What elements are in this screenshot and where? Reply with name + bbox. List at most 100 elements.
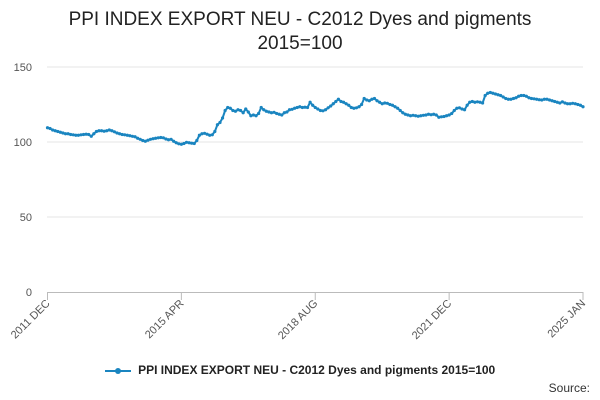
data-point[interactable] xyxy=(267,110,271,114)
data-point[interactable] xyxy=(192,141,196,146)
data-point[interactable] xyxy=(89,134,93,138)
data-point[interactable] xyxy=(380,102,384,106)
data-point[interactable] xyxy=(565,102,570,106)
data-point[interactable] xyxy=(411,113,415,117)
data-point[interactable] xyxy=(444,114,449,118)
data-point[interactable] xyxy=(71,133,75,137)
data-point[interactable] xyxy=(334,99,338,104)
data-point[interactable] xyxy=(519,93,523,98)
data-point[interactable] xyxy=(501,95,505,99)
data-point[interactable] xyxy=(125,133,129,137)
data-point[interactable] xyxy=(493,92,498,96)
data-point[interactable] xyxy=(388,102,392,107)
data-point[interactable] xyxy=(424,113,428,117)
data-point[interactable] xyxy=(259,105,263,110)
data-point[interactable] xyxy=(504,96,508,101)
data-point[interactable] xyxy=(53,129,57,133)
data-point[interactable] xyxy=(223,108,227,113)
data-point[interactable] xyxy=(138,137,142,141)
data-point[interactable] xyxy=(197,133,201,137)
data-point[interactable] xyxy=(462,108,467,112)
data-point[interactable] xyxy=(517,94,521,98)
data-point[interactable] xyxy=(547,98,552,102)
data-point[interactable] xyxy=(341,100,346,104)
data-point[interactable] xyxy=(164,137,168,141)
data-point[interactable] xyxy=(246,110,250,114)
data-point[interactable] xyxy=(465,103,469,107)
data-point[interactable] xyxy=(112,130,117,134)
data-point[interactable] xyxy=(202,131,207,135)
data-point[interactable] xyxy=(488,90,492,95)
data-point[interactable] xyxy=(480,101,485,105)
legend[interactable]: PPI INDEX EXPORT NEU - C2012 Dyes and pi… xyxy=(0,363,600,377)
data-point[interactable] xyxy=(483,93,487,98)
data-point[interactable] xyxy=(177,142,181,146)
data-point[interactable] xyxy=(74,133,78,137)
data-point[interactable] xyxy=(545,97,549,101)
data-point[interactable] xyxy=(213,129,217,134)
data-point[interactable] xyxy=(257,111,261,116)
data-point[interactable] xyxy=(578,103,583,107)
data-point[interactable] xyxy=(117,132,122,136)
data-point[interactable] xyxy=(45,126,50,130)
data-point[interactable] xyxy=(264,109,268,113)
data-point[interactable] xyxy=(184,140,189,144)
data-point[interactable] xyxy=(457,106,462,110)
data-point[interactable] xyxy=(527,96,531,100)
data-point[interactable] xyxy=(159,135,163,140)
data-point[interactable] xyxy=(478,100,482,104)
data-point[interactable] xyxy=(352,106,356,110)
data-point[interactable] xyxy=(408,114,413,118)
data-point[interactable] xyxy=(195,138,199,143)
data-point[interactable] xyxy=(558,101,562,105)
data-point[interactable] xyxy=(308,100,312,104)
data-point[interactable] xyxy=(107,128,111,132)
data-point[interactable] xyxy=(290,107,294,111)
data-point[interactable] xyxy=(99,129,104,133)
data-point[interactable] xyxy=(511,96,516,101)
data-point[interactable] xyxy=(460,107,464,111)
data-point[interactable] xyxy=(331,102,335,106)
data-point[interactable] xyxy=(429,113,433,117)
data-point[interactable] xyxy=(354,106,359,110)
data-point[interactable] xyxy=(347,103,351,107)
data-point[interactable] xyxy=(452,108,456,113)
data-point[interactable] xyxy=(200,132,204,136)
data-point[interactable] xyxy=(581,105,585,109)
data-point[interactable] xyxy=(437,115,441,119)
data-point[interactable] xyxy=(323,108,328,112)
data-point[interactable] xyxy=(365,98,369,102)
data-point[interactable] xyxy=(555,100,559,104)
data-point[interactable] xyxy=(94,129,99,134)
data-point[interactable] xyxy=(532,97,536,101)
data-point[interactable] xyxy=(110,129,114,133)
data-point[interactable] xyxy=(115,131,119,135)
data-point[interactable] xyxy=(568,102,572,106)
data-point[interactable] xyxy=(102,129,106,133)
data-point[interactable] xyxy=(576,102,580,107)
data-point[interactable] xyxy=(496,93,500,97)
data-point[interactable] xyxy=(48,126,52,131)
data-point[interactable] xyxy=(447,113,451,117)
data-point[interactable] xyxy=(396,106,400,110)
data-point[interactable] xyxy=(282,111,286,115)
data-point[interactable] xyxy=(450,111,454,116)
data-point[interactable] xyxy=(208,133,212,137)
data-point[interactable] xyxy=(535,97,539,101)
data-point[interactable] xyxy=(359,102,364,107)
data-point[interactable] xyxy=(553,99,557,104)
data-point[interactable] xyxy=(378,100,382,104)
data-point[interactable] xyxy=(105,129,109,133)
data-point[interactable] xyxy=(161,136,165,140)
data-point[interactable] xyxy=(311,103,315,107)
data-point[interactable] xyxy=(141,138,145,143)
data-point[interactable] xyxy=(233,109,238,113)
data-point[interactable] xyxy=(251,113,256,117)
data-point[interactable] xyxy=(172,139,176,143)
data-point[interactable] xyxy=(298,105,302,109)
data-point[interactable] xyxy=(390,103,395,107)
data-point[interactable] xyxy=(303,105,307,109)
data-point[interactable] xyxy=(416,114,420,118)
data-point[interactable] xyxy=(514,96,518,100)
data-point[interactable] xyxy=(362,96,366,101)
